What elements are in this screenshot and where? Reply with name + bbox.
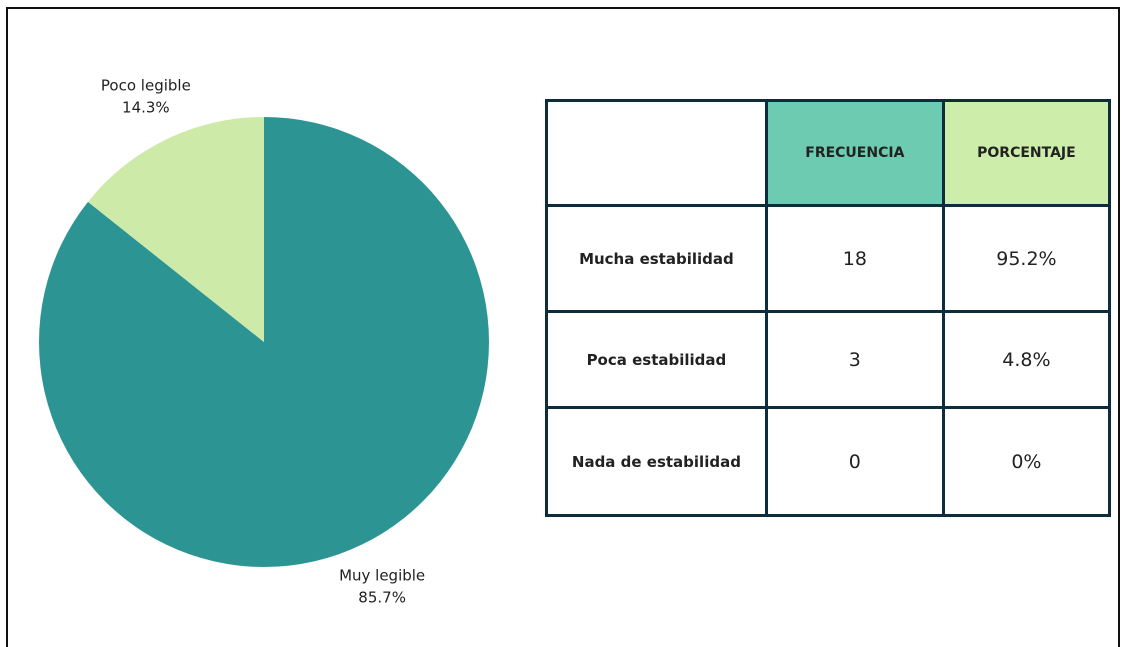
slice-label: Muy legible bbox=[339, 567, 425, 585]
table-row: Poca estabilidad 3 4.8% bbox=[545, 310, 1112, 409]
slice-value: 14.3% bbox=[122, 98, 170, 116]
table-cell: 95.2% bbox=[941, 204, 1112, 313]
slice-label: Poco legible bbox=[101, 76, 191, 94]
table-cell: 0 bbox=[764, 406, 945, 517]
data-table: FRECUENCIA PORCENTAJE Mucha estabilidad 18 9… bbox=[545, 99, 1112, 517]
slice-value: 85.7% bbox=[358, 589, 406, 607]
table-cell: 18 bbox=[764, 204, 945, 313]
slide-frame bbox=[6, 7, 1120, 647]
header-cell: PORCENTAJE bbox=[941, 99, 1112, 207]
pie-slice bbox=[87, 116, 264, 342]
table-row: Mucha estabilidad 18 95.2% bbox=[545, 204, 1112, 313]
row-label: Nada de estabilidad bbox=[545, 406, 768, 517]
header-row: FRECUENCIA PORCENTAJE bbox=[545, 99, 1112, 207]
corner-cell bbox=[545, 99, 768, 207]
row-label: Mucha estabilidad bbox=[545, 204, 768, 313]
row-label: Poca estabilidad bbox=[545, 310, 768, 409]
header-cell: FRECUENCIA bbox=[764, 99, 945, 207]
table-cell: 4.8% bbox=[941, 310, 1112, 409]
table-cell: 0% bbox=[941, 406, 1112, 517]
table-row: Nada de estabilidad 0 0% bbox=[545, 406, 1112, 517]
table-cell: 3 bbox=[764, 310, 945, 409]
